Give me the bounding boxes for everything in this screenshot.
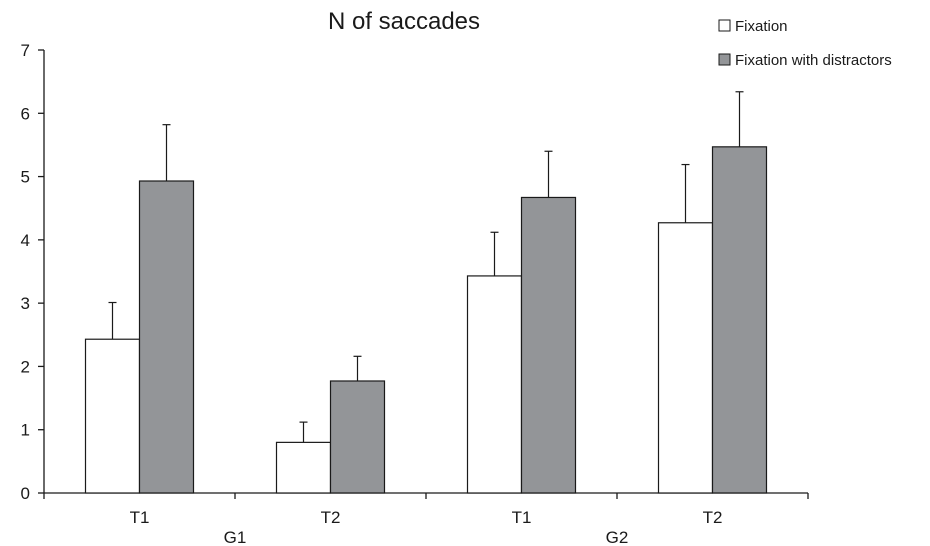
x-group-label: G2: [606, 528, 629, 546]
y-tick-label: 2: [21, 357, 30, 376]
bar: [84, 338, 141, 494]
y-tick-label: 5: [21, 168, 30, 187]
x-category-label: T2: [321, 508, 341, 527]
y-tick-label: 7: [21, 41, 30, 60]
bar: [520, 196, 577, 494]
legend-label: Fixation with distractors: [735, 52, 892, 69]
bar: [466, 275, 523, 494]
bar: [657, 222, 714, 494]
x-axis: T1 T2 T1 T2 G1 G2: [43, 492, 809, 546]
bar: [138, 180, 195, 494]
legend: Fixation Fixation with distractors: [718, 18, 892, 69]
y-axis: 0 1 2 3 4 5 6 7: [21, 41, 45, 503]
bars: [84, 146, 768, 494]
y-tick-label: 4: [21, 231, 30, 250]
legend-swatch: [718, 53, 731, 66]
bar: [329, 380, 386, 494]
y-tick-label: 0: [21, 484, 30, 503]
legend-swatch: [718, 19, 731, 32]
x-category-label: T1: [512, 508, 532, 527]
y-tick-label: 3: [21, 294, 30, 313]
legend-label: Fixation: [735, 18, 788, 35]
x-category-label: T1: [130, 508, 150, 527]
bar: [275, 441, 332, 494]
x-group-label: G1: [224, 528, 247, 546]
error-bars: [108, 91, 744, 443]
chart-title: N of saccades: [328, 8, 480, 35]
y-tick-label: 6: [21, 104, 30, 123]
y-tick-label: 1: [21, 421, 30, 440]
x-category-label: T2: [703, 508, 723, 527]
bar: [711, 146, 768, 494]
